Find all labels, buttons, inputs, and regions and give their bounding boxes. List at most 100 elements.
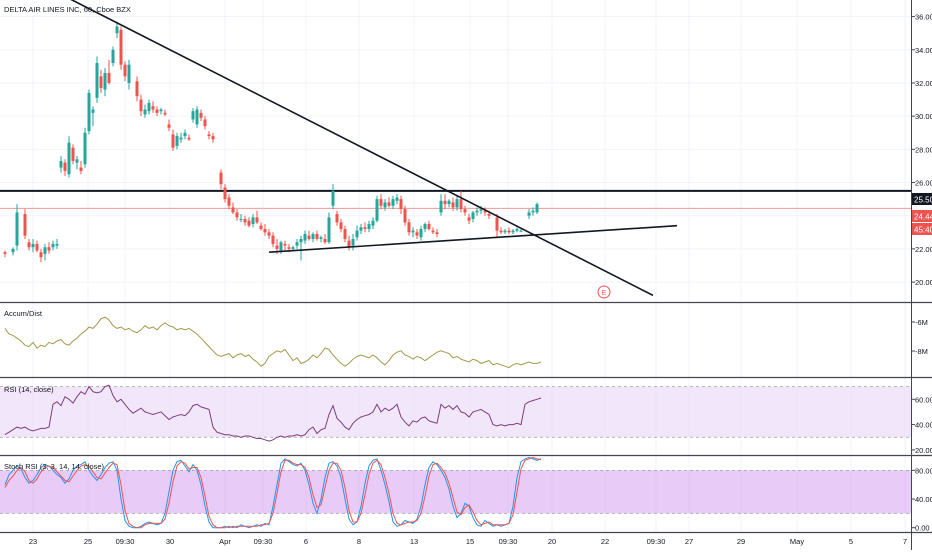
candle[interactable] <box>503 228 507 234</box>
candle[interactable] <box>255 210 259 225</box>
candle[interactable] <box>75 155 79 170</box>
candle[interactable] <box>499 227 503 234</box>
candle[interactable] <box>431 227 435 234</box>
candle[interactable] <box>403 205 407 226</box>
candle[interactable] <box>535 202 539 215</box>
candle[interactable] <box>419 225 423 241</box>
candle[interactable] <box>175 132 179 150</box>
candle[interactable] <box>135 76 139 102</box>
candle[interactable] <box>311 232 315 243</box>
candle[interactable] <box>359 224 363 234</box>
candle[interactable] <box>315 230 319 241</box>
candle[interactable] <box>531 207 535 216</box>
accum-dist-pane[interactable] <box>4 316 542 369</box>
candle[interactable] <box>43 243 47 261</box>
candle[interactable] <box>251 214 255 228</box>
candle[interactable] <box>143 104 147 118</box>
candle[interactable] <box>303 230 307 244</box>
candle[interactable] <box>367 220 371 233</box>
candle[interactable] <box>455 195 459 211</box>
candle[interactable] <box>451 197 455 211</box>
candle[interactable] <box>231 202 235 215</box>
candle[interactable] <box>235 209 239 221</box>
candle[interactable] <box>439 194 443 216</box>
candle[interactable] <box>391 195 395 210</box>
descending-trendline[interactable] <box>0 0 654 297</box>
candle[interactable] <box>31 238 35 253</box>
candle[interactable] <box>211 132 215 143</box>
candle[interactable] <box>115 21 119 39</box>
candle[interactable] <box>71 144 75 165</box>
candle[interactable] <box>379 194 383 210</box>
candle[interactable] <box>327 212 331 244</box>
candle[interactable] <box>323 233 327 244</box>
candle[interactable] <box>15 204 19 251</box>
price-pane[interactable] <box>0 0 911 297</box>
candle[interactable] <box>295 238 299 249</box>
candle[interactable] <box>515 227 519 233</box>
candle[interactable] <box>375 195 379 223</box>
candle[interactable] <box>339 219 343 233</box>
stoch-d-line[interactable] <box>4 456 542 529</box>
candle[interactable] <box>227 194 231 210</box>
candle[interactable] <box>343 225 347 243</box>
candle[interactable] <box>407 219 411 236</box>
candle[interactable] <box>51 240 55 251</box>
candle[interactable] <box>223 184 227 203</box>
candle[interactable] <box>335 210 339 226</box>
candle[interactable] <box>395 194 399 205</box>
rsi-line[interactable] <box>4 384 542 442</box>
candle[interactable] <box>151 101 155 113</box>
candle[interactable] <box>471 210 475 223</box>
candle[interactable] <box>435 228 439 238</box>
candle[interactable] <box>239 214 243 223</box>
candle[interactable] <box>267 228 271 239</box>
candle[interactable] <box>199 109 203 122</box>
candle[interactable] <box>91 106 95 127</box>
candle[interactable] <box>35 240 39 253</box>
candle[interactable] <box>27 238 31 251</box>
candle[interactable] <box>411 227 415 238</box>
candle[interactable] <box>467 214 471 225</box>
candle[interactable] <box>183 129 187 140</box>
ascending-trendline[interactable] <box>268 224 678 254</box>
candle[interactable] <box>427 220 431 231</box>
candle[interactable] <box>167 119 171 132</box>
candle[interactable] <box>59 155 63 173</box>
candle[interactable] <box>83 127 87 168</box>
candle[interactable] <box>103 68 107 97</box>
candle[interactable] <box>527 209 531 220</box>
candle[interactable] <box>191 107 195 123</box>
rsi-pane[interactable] <box>4 384 542 442</box>
candle[interactable] <box>171 129 175 151</box>
candle[interactable] <box>107 59 111 85</box>
candle[interactable] <box>39 248 43 263</box>
candle[interactable] <box>291 245 295 251</box>
candle[interactable] <box>331 184 335 210</box>
candle[interactable] <box>23 209 27 239</box>
candle[interactable] <box>307 230 311 241</box>
candle[interactable] <box>463 205 467 216</box>
candle[interactable] <box>79 160 83 175</box>
candle[interactable] <box>423 222 427 233</box>
candle[interactable] <box>111 46 115 67</box>
candle[interactable] <box>47 242 51 254</box>
candle[interactable] <box>495 214 499 238</box>
candle[interactable] <box>415 228 419 239</box>
candle[interactable] <box>271 232 275 248</box>
candle[interactable] <box>203 116 207 130</box>
candle[interactable] <box>299 235 303 261</box>
candle[interactable] <box>347 235 351 251</box>
candle[interactable] <box>99 69 103 93</box>
candle[interactable] <box>95 56 99 103</box>
candle[interactable] <box>187 134 191 142</box>
candle[interactable] <box>67 136 71 178</box>
candle[interactable] <box>207 131 211 140</box>
candle[interactable] <box>263 224 267 236</box>
candle[interactable] <box>63 159 67 176</box>
candle[interactable] <box>511 228 515 234</box>
candle[interactable] <box>119 26 123 70</box>
candle[interactable] <box>3 250 7 258</box>
candle[interactable] <box>219 169 223 190</box>
